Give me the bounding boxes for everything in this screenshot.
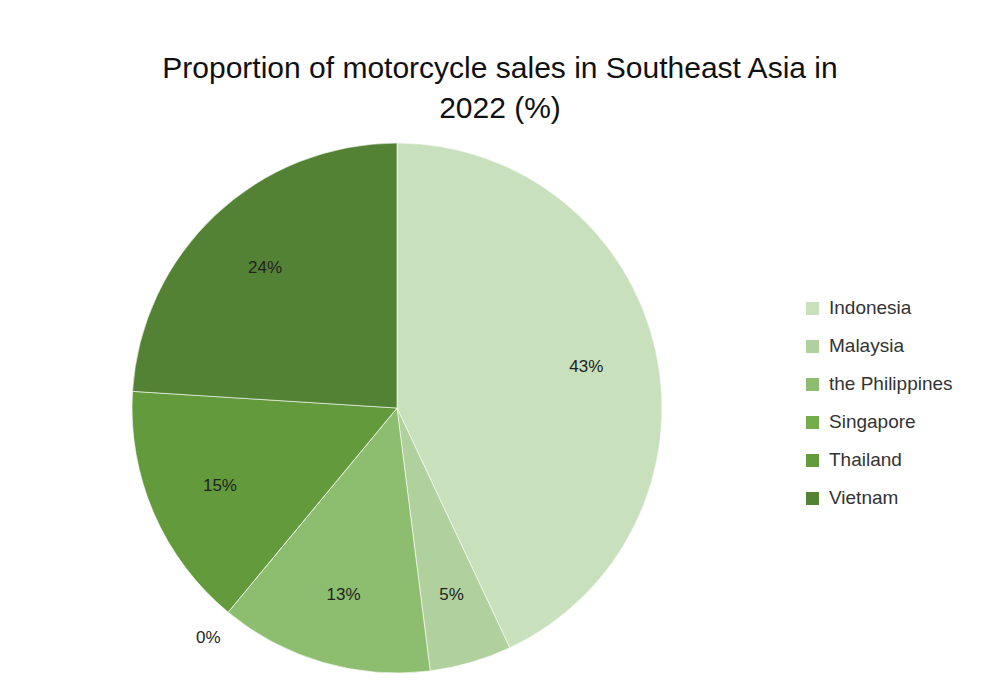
svg-text:24%: 24% <box>248 258 282 277</box>
html-text:Vietnam: Vietnam <box>829 487 899 508</box>
svg-text:0%: 0% <box>196 628 221 647</box>
svg-text:43%: 43% <box>569 357 603 376</box>
html-text:Thailand: Thailand <box>829 449 902 470</box>
html-text:Indonesia: Indonesia <box>829 297 912 318</box>
html-text:Malaysia: Malaysia <box>829 335 904 356</box>
svg-text:13%: 13% <box>327 585 361 604</box>
html-text:the Philippines: the Philippines <box>829 373 953 394</box>
svg-text:15%: 15% <box>203 476 237 495</box>
html-text:Proportion of motorcycle sales: Proportion of motorcycle sales in Southe… <box>162 51 838 124</box>
svg-text:5%: 5% <box>439 585 464 604</box>
html-text:Singapore: Singapore <box>829 411 916 432</box>
